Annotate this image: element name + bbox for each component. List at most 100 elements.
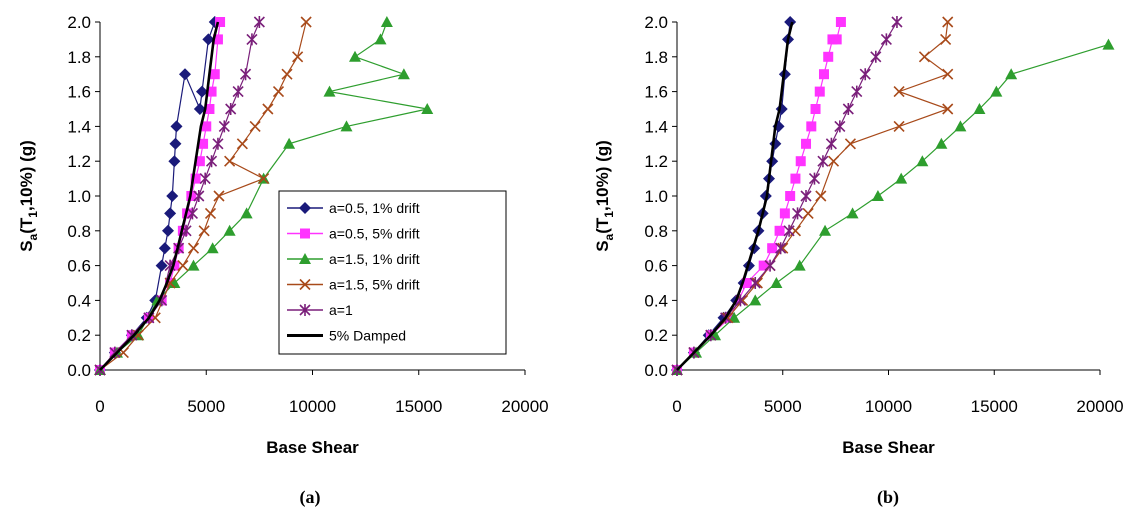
data-point — [942, 103, 954, 115]
y-tick-label: 0.6 — [644, 257, 668, 276]
data-point — [225, 103, 237, 115]
data-point — [232, 85, 244, 98]
data-point — [823, 51, 834, 62]
data-point — [775, 242, 787, 255]
series-line — [676, 21, 794, 371]
data-point — [206, 242, 219, 254]
data-point — [205, 155, 218, 168]
data-point — [201, 121, 212, 132]
data-point — [814, 86, 825, 97]
series-line — [99, 21, 428, 371]
data-point — [190, 173, 201, 184]
data-point — [751, 277, 763, 289]
y-tick-label: 2.0 — [67, 13, 91, 32]
data-point — [831, 34, 842, 45]
y-tick-label: 1.6 — [67, 83, 91, 102]
data-point — [825, 137, 837, 150]
x-axis-title: Base Shear — [842, 438, 935, 457]
y-tick-label: 0.0 — [644, 361, 668, 380]
series-line — [99, 21, 221, 371]
data-point — [199, 172, 211, 185]
y-tick-label: 0.8 — [644, 222, 668, 241]
chart-panel-2: 0.0 0.2 0.4 0.6 0.8 1.0 1.2 1.4 1.6 1.8 2.0 0 5000 10… — [593, 13, 1124, 508]
x-tick-label: 20000 — [1076, 397, 1123, 416]
x-tick-label: 20000 — [501, 397, 548, 416]
legend-entry: a=1.5, 1% drift — [287, 251, 420, 267]
legend-label: a=1.5, 5% drift — [329, 277, 420, 293]
data-point — [806, 121, 817, 132]
data-point — [777, 242, 789, 254]
x-tick-label: 5000 — [764, 397, 802, 416]
data-point — [212, 34, 223, 45]
series-5 — [671, 16, 903, 376]
legend-entry: 5% Damped — [287, 328, 406, 344]
y-tick-label: 1.4 — [67, 117, 91, 136]
data-point — [891, 16, 903, 28]
data-point — [1005, 68, 1018, 80]
data-point — [895, 172, 908, 184]
x-tick-label: 5000 — [187, 397, 225, 416]
data-point — [880, 33, 892, 46]
data-point — [827, 155, 840, 167]
y-tick-label: 0.0 — [67, 361, 91, 380]
panel-label: (b) — [877, 487, 899, 508]
data-point — [177, 260, 189, 272]
data-point — [169, 137, 182, 150]
data-point — [258, 173, 270, 185]
data-point — [158, 242, 171, 255]
data-point — [893, 86, 905, 98]
data-point — [380, 16, 393, 27]
data-point — [253, 16, 265, 28]
data-point — [918, 51, 931, 63]
y-tick-label: 0.4 — [67, 291, 91, 310]
data-point — [204, 104, 215, 114]
y-tick-label: 1.2 — [644, 152, 668, 171]
data-point — [940, 33, 952, 45]
data-point — [817, 155, 829, 168]
y-tick-label: 0.6 — [67, 257, 91, 276]
data-point — [299, 202, 311, 214]
data-point — [790, 173, 801, 184]
data-point — [300, 228, 310, 239]
chart-panel-1: 0.0 0.2 0.4 0.6 0.8 1.0 1.2 1.4 1.6 1.8 2.0 0 5000 10… — [17, 13, 549, 508]
data-point — [795, 156, 806, 167]
data-point — [168, 155, 181, 168]
data-point — [764, 259, 776, 272]
data-point — [893, 120, 905, 132]
data-point — [193, 190, 205, 202]
data-point — [198, 225, 210, 237]
series-line — [676, 21, 842, 371]
data-point — [835, 17, 846, 27]
data-point — [844, 138, 856, 150]
data-point — [749, 277, 761, 289]
data-point — [769, 137, 782, 150]
data-point — [942, 68, 954, 80]
data-point — [374, 33, 387, 45]
y-tick-label: 1.8 — [644, 48, 668, 67]
data-point — [215, 17, 226, 27]
x-tick-label: 15000 — [971, 397, 1018, 416]
data-point — [808, 172, 821, 185]
data-point — [224, 155, 236, 167]
data-point — [262, 103, 274, 115]
data-point — [155, 259, 168, 272]
data-point — [223, 224, 236, 236]
data-point — [870, 50, 882, 63]
data-point — [218, 120, 230, 133]
data-point — [272, 86, 285, 98]
y-tick-label: 1.2 — [67, 152, 91, 171]
data-point — [801, 138, 812, 149]
data-point — [299, 253, 311, 264]
data-point — [842, 103, 854, 115]
y-tick-label: 0.2 — [644, 326, 668, 345]
data-point — [758, 260, 769, 271]
data-point — [810, 104, 821, 114]
data-point — [239, 68, 252, 81]
data-point — [774, 225, 785, 236]
data-point — [196, 85, 208, 98]
data-point — [749, 294, 762, 306]
data-point — [281, 68, 293, 80]
data-point — [204, 207, 217, 219]
data-point — [213, 190, 225, 202]
